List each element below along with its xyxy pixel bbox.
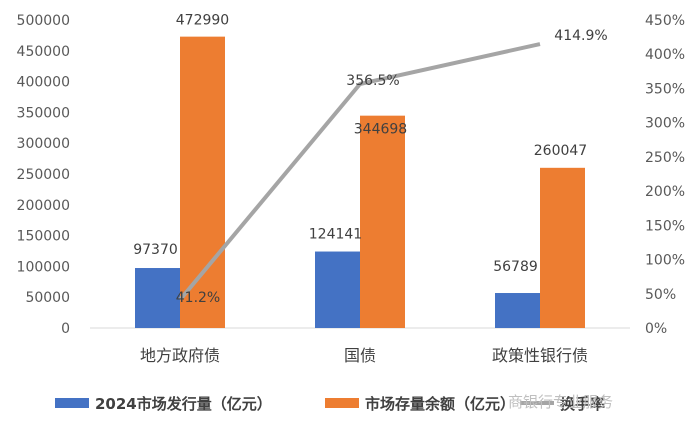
left-tick-label: 350000 [17,105,70,121]
category-label: 政策性银行债 [492,346,588,365]
left-tick-label: 500000 [17,13,70,29]
right-tick-label: 400% [645,47,685,63]
bar-value-label: 260047 [534,143,587,159]
category-label: 国债 [344,346,376,365]
bar-issuance [495,293,540,328]
legend-swatch [325,398,359,408]
left-tick-label: 400000 [17,75,70,91]
right-tick-label: 50% [645,287,676,303]
data-labels: 97370 124141 56789 472990 344698 260047 41.2% 3… [133,13,607,306]
right-tick-label: 350% [645,81,685,97]
bar-value-label: 56789 [493,259,538,275]
legend-swatch [55,398,89,408]
line-series [178,42,541,302]
right-tick-label: 450% [645,13,685,29]
line-value-label: 356.5% [346,73,399,89]
bar-balance [540,167,585,328]
legend-label: 换手率 [560,395,605,413]
bar-issuance [135,268,180,328]
left-tick-label: 300000 [17,136,70,152]
bar-value-label: 97370 [133,242,178,258]
left-tick-label: 250000 [17,167,70,183]
legend: 2024市场发行量（亿元） 市场存量余额（亿元） 换手率 [55,395,605,413]
right-tick-label: 150% [645,218,685,234]
bar-value-label: 124141 [309,227,362,243]
legend-label: 2024市场发行量（亿元） [95,395,272,413]
line-value-label: 41.2% [176,290,220,306]
right-tick-label: 200% [645,184,685,200]
category-label: 地方政府债 [140,346,220,365]
right-tick-label: 100% [645,253,685,269]
right-tick-label: 250% [645,150,685,166]
line-value-label: 414.9% [554,28,607,44]
left-tick-label: 200000 [17,198,70,214]
category-labels: 地方政府债 国债 政策性银行债 [140,346,588,365]
left-tick-label: 0 [61,321,70,337]
bars [135,36,585,329]
right-tick-label: 300% [645,116,685,132]
legend-label: 市场存量余额（亿元） [365,395,515,413]
left-tick-label: 100000 [17,259,70,275]
turnover-line [178,42,541,302]
right-axis-ticks: 0% 50% 100% 150% 200% 250% 300% 350% 400% 450% [645,13,685,337]
left-tick-label: 150000 [17,229,70,245]
bar-balance [180,36,225,329]
bar-value-label: 472990 [176,13,229,29]
left-tick-label: 450000 [17,44,70,60]
bar-value-label: 344698 [354,122,407,138]
left-axis-ticks: 0 50000 100000 150000 200000 250000 300000 3500… [17,13,70,337]
watermark: 商银行专业服务 [508,393,613,411]
right-tick-label: 0% [645,321,667,337]
left-tick-label: 50000 [25,290,70,306]
bar-issuance [315,251,360,328]
bar-balance [360,115,405,328]
